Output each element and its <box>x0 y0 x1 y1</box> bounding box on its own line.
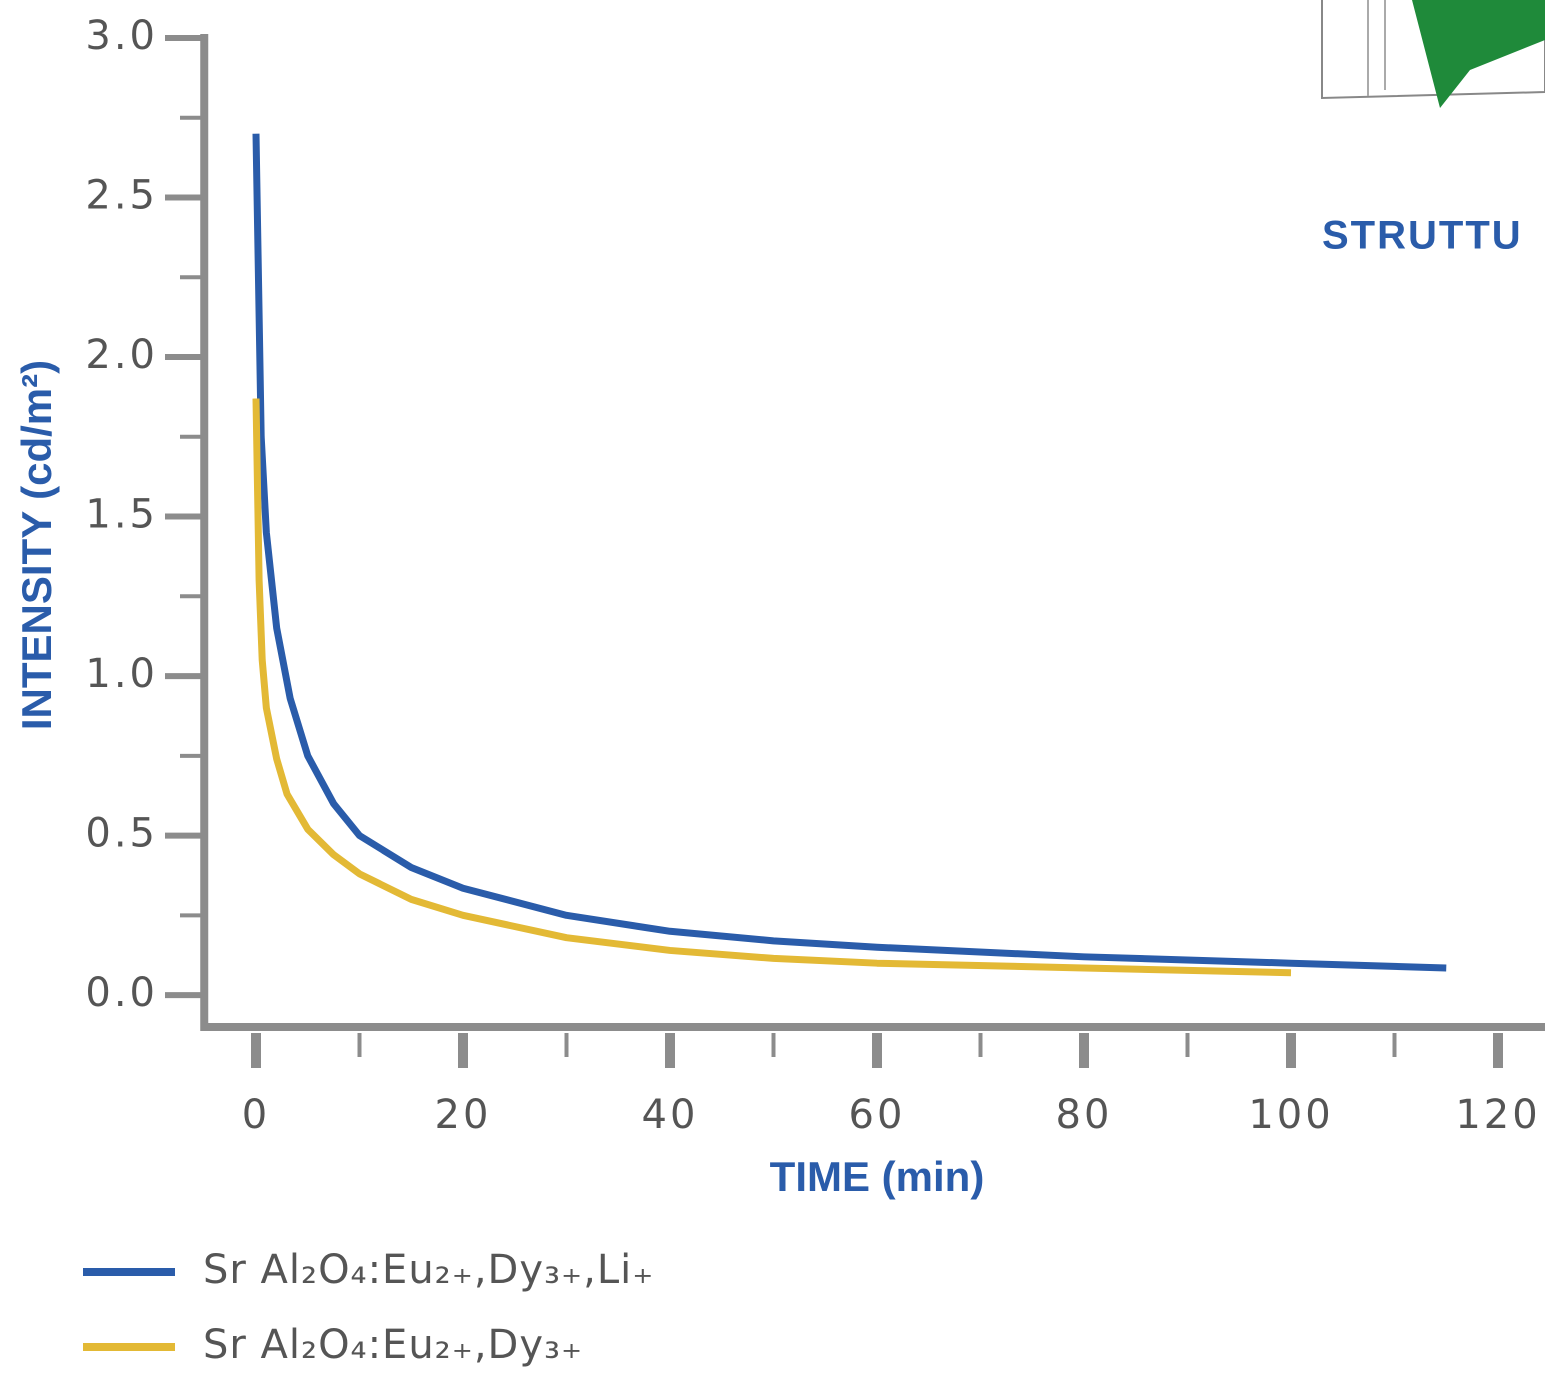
x-tick-label: 80 <box>1056 1092 1113 1138</box>
x-tick-label: 40 <box>642 1092 699 1138</box>
logo-shape <box>1412 0 1545 108</box>
y-tick-label: 0.0 <box>85 970 158 1016</box>
logo-lines <box>1367 0 1386 96</box>
y-tick-label: 1.0 <box>85 651 158 697</box>
x-axis-title: TIME (min) <box>770 1153 985 1200</box>
x-tick-label: 0 <box>242 1092 270 1138</box>
line-series <box>252 133 1447 972</box>
legend-label: Sr Al₂O₄:Eu₂₊,Dy₃₊ <box>203 1322 583 1368</box>
y-tick-label: 2.5 <box>85 173 158 219</box>
logo-fragment <box>1321 0 1545 108</box>
y-tick-label: 0.5 <box>85 811 158 857</box>
x-tick-label: 120 <box>1455 1092 1540 1138</box>
line-series <box>252 398 1292 977</box>
legend-label: Sr Al₂O₄:Eu₂₊,Dy₃₊,Li₊ <box>203 1247 654 1293</box>
axis-line <box>200 34 1545 1031</box>
x-tick-label: 100 <box>1248 1092 1333 1138</box>
y-tick-label: 1.5 <box>85 492 158 538</box>
x-tick-label: 20 <box>435 1092 492 1138</box>
y-axis-title: INTENSITY (cd/m²) <box>13 360 60 730</box>
x-tick-label: 60 <box>849 1092 906 1138</box>
annotation: STRUTTU <box>1322 214 1523 258</box>
y-tick-label: 3.0 <box>85 13 158 59</box>
y-tick-label: 2.0 <box>85 332 158 378</box>
